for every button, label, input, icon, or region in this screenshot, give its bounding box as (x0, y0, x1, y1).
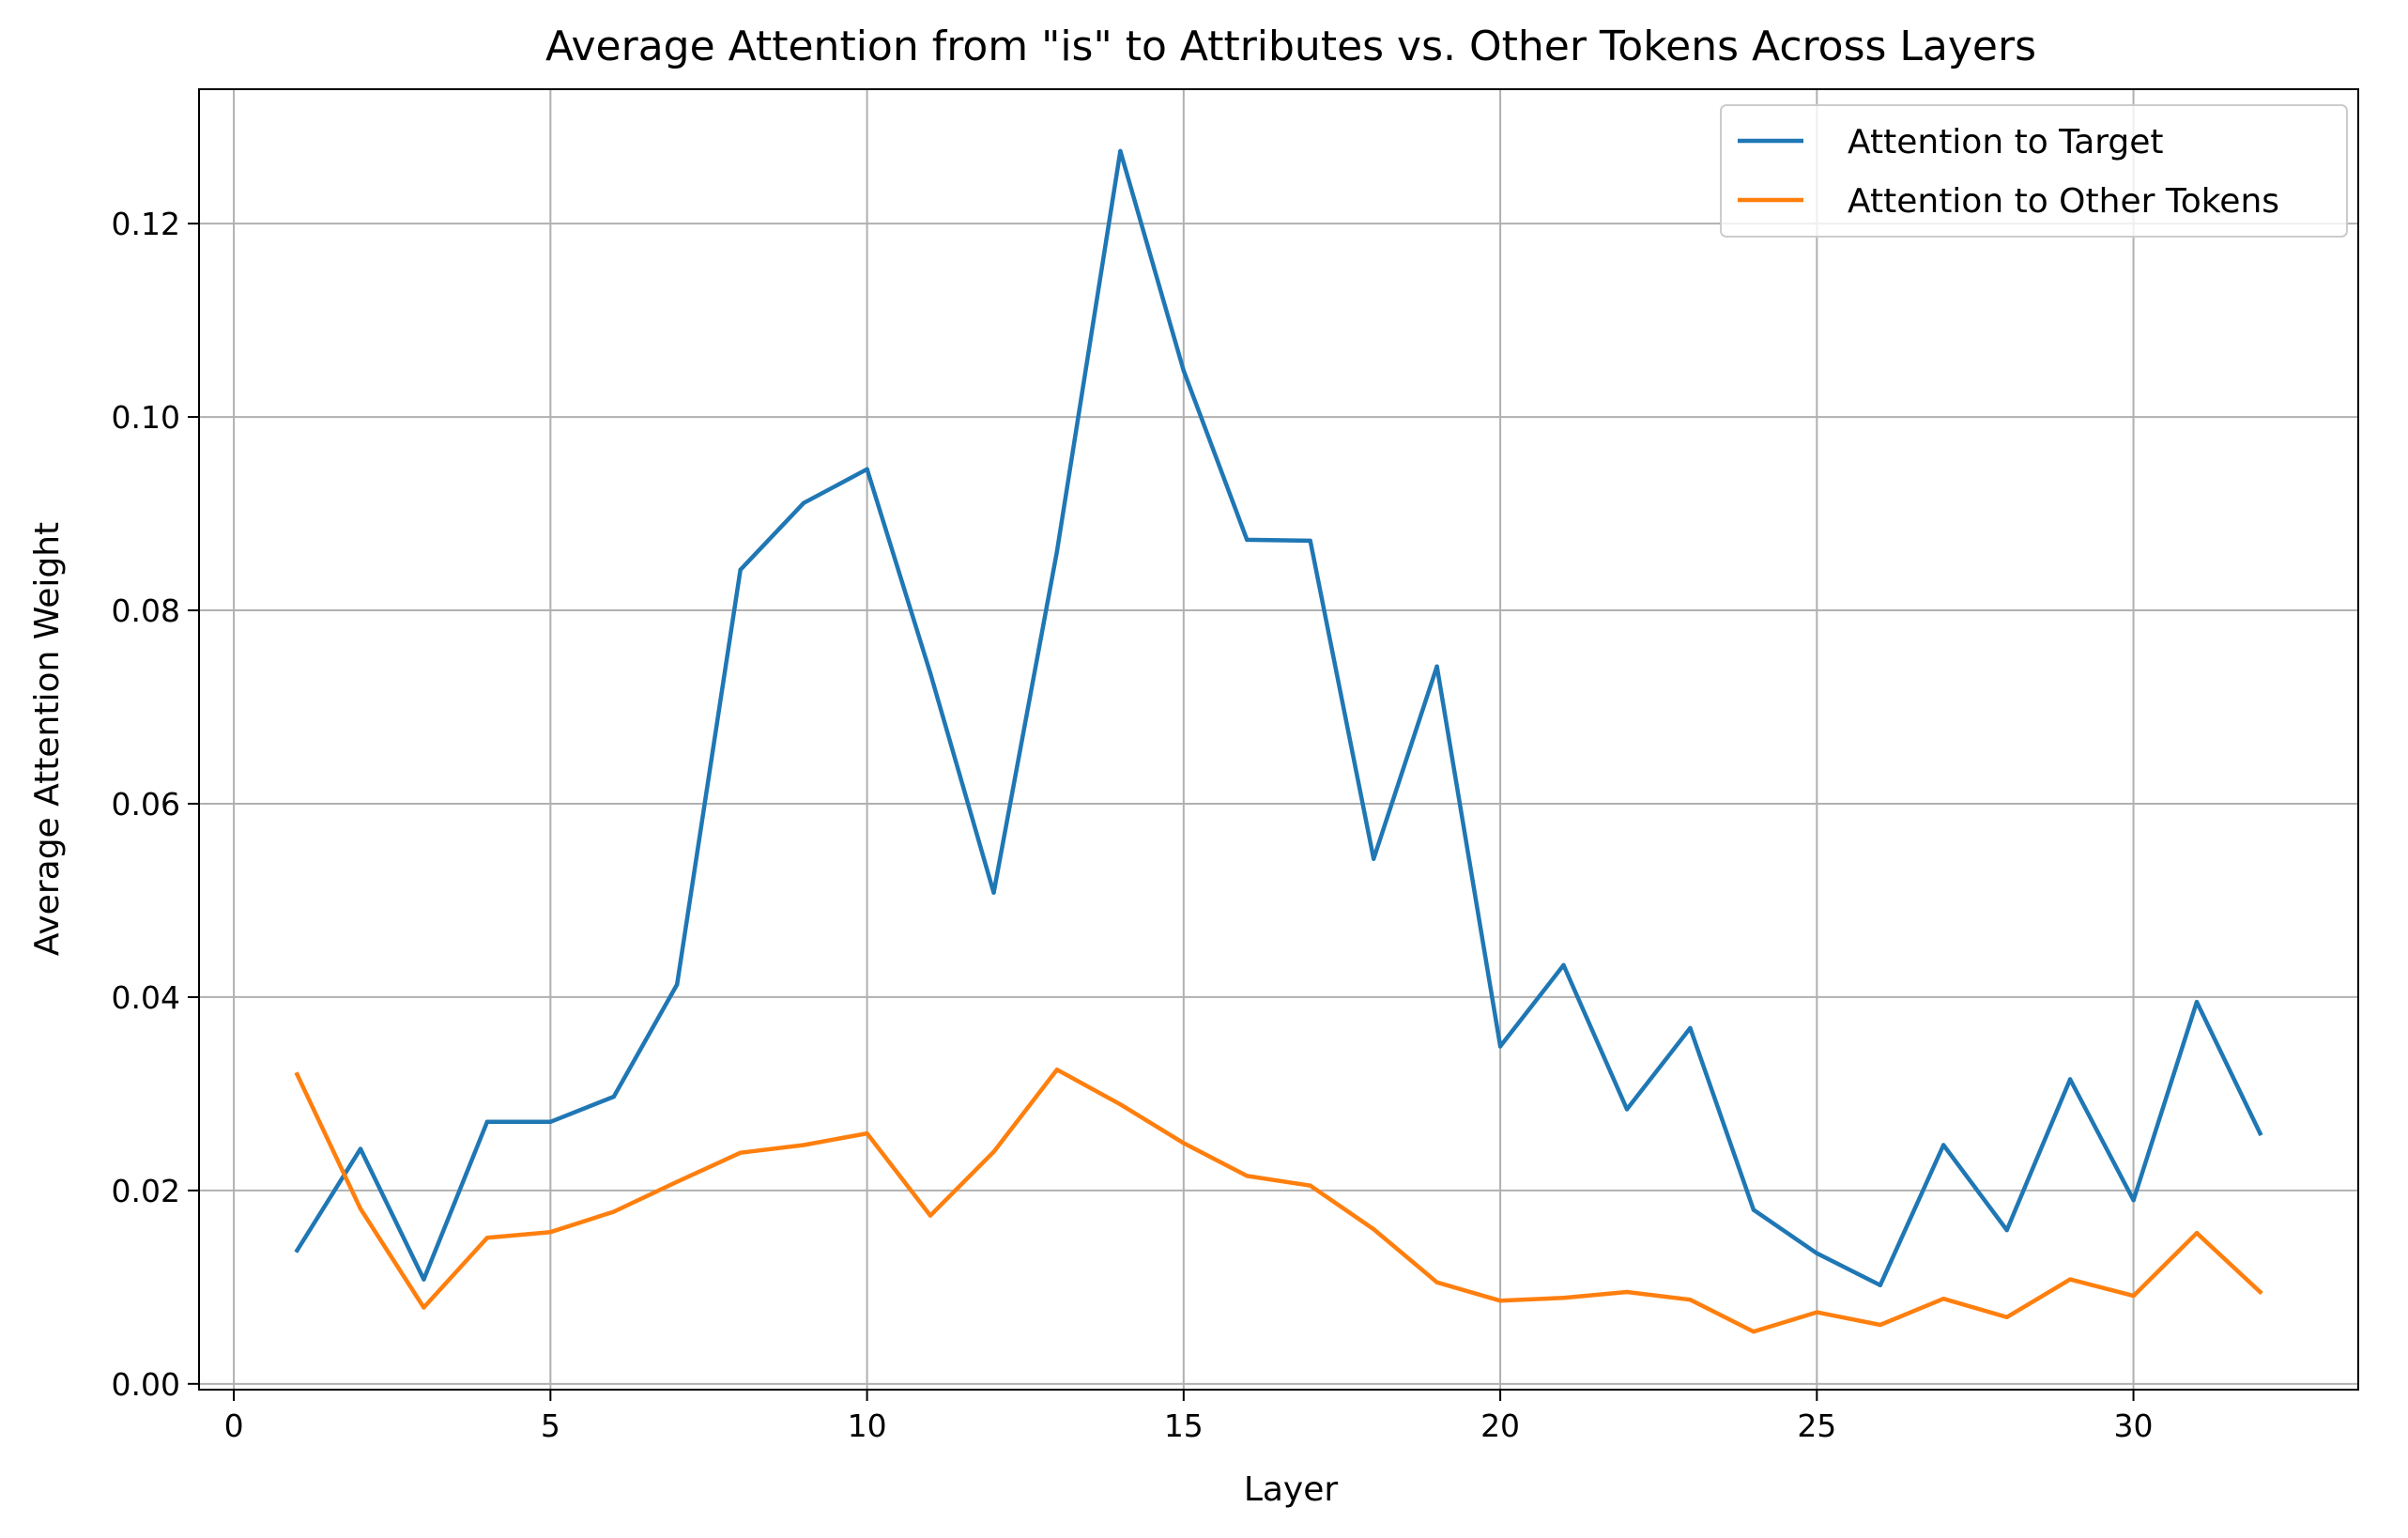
series-layer (294, 148, 2263, 1334)
data-point (611, 1094, 616, 1100)
data-point (548, 1230, 553, 1235)
data-point (1688, 1025, 1693, 1031)
data-point (865, 467, 869, 471)
x-tick-label: 10 (848, 1407, 887, 1444)
y-tick-label: 0.00 (112, 1366, 180, 1403)
data-point (611, 1209, 616, 1214)
data-point (1054, 549, 1060, 554)
data-point (928, 1213, 933, 1218)
data-point (801, 1143, 806, 1147)
data-point (1054, 1068, 1060, 1072)
data-point (1372, 1226, 1376, 1232)
data-point (2194, 1231, 2200, 1236)
data-point (801, 500, 806, 505)
data-point (422, 1277, 426, 1282)
data-point (1245, 1174, 1250, 1178)
grid (199, 89, 2358, 1390)
plot-frame (198, 88, 2359, 1391)
data-point (865, 1130, 869, 1136)
y-tick-label: 0.02 (112, 1173, 180, 1209)
data-point (738, 567, 743, 572)
data-point (1118, 148, 1123, 154)
x-axis-label: Layer (1244, 1470, 1339, 1509)
data-point (928, 670, 933, 676)
data-point (548, 1119, 553, 1125)
data-point (1941, 1297, 1946, 1301)
x-tick-label: 30 (2114, 1407, 2154, 1444)
legend-label: Attention to Target (1848, 123, 2164, 161)
data-point (484, 1236, 490, 1240)
y-tick-label: 0.10 (112, 399, 180, 436)
data-point (484, 1119, 490, 1125)
data-point (2004, 1315, 2009, 1320)
legend-box (1720, 104, 2348, 238)
data-point (1561, 962, 1566, 968)
data-point (1372, 856, 1376, 861)
data-point (422, 1305, 426, 1310)
data-point (1434, 664, 1439, 669)
x-tick-label: 5 (541, 1407, 560, 1444)
data-point (1815, 1251, 1819, 1256)
x-axis: 0 5 10 15 20 25 30 (224, 1390, 2154, 1444)
data-point (2131, 1198, 2136, 1203)
data-point (2067, 1077, 2073, 1082)
data-point (1561, 1296, 1566, 1300)
data-point (1751, 1207, 1756, 1212)
data-point (1245, 537, 1250, 543)
data-point (1308, 538, 1312, 544)
data-point (1181, 1141, 1187, 1146)
y-tick-label: 0.12 (112, 206, 180, 242)
x-tick-label: 20 (1480, 1407, 1520, 1444)
data-point (2194, 999, 2200, 1005)
data-point (675, 982, 680, 987)
data-point (1815, 1310, 1819, 1315)
x-tick-label: 0 (224, 1407, 244, 1444)
data-point (1308, 1183, 1312, 1188)
data-point (358, 1146, 363, 1151)
y-tick-label: 0.04 (112, 979, 180, 1016)
data-point (1624, 1107, 1630, 1112)
data-point (1181, 368, 1187, 373)
data-point (2258, 1130, 2262, 1136)
data-point (1118, 1102, 1123, 1107)
data-point (991, 890, 996, 895)
data-point (991, 1149, 996, 1154)
data-point (1497, 1299, 1503, 1303)
data-point (1624, 1289, 1630, 1295)
legend: Attention to Target Attention to Other To… (1720, 104, 2348, 238)
data-point (1688, 1298, 1693, 1302)
legend-label: Attention to Other Tokens (1848, 182, 2279, 221)
data-point (2258, 1289, 2262, 1295)
y-axis-label: Average Attention Weight (28, 522, 67, 956)
data-point (738, 1150, 743, 1155)
data-point (675, 1179, 680, 1184)
series-line-target (294, 148, 2263, 1288)
x-tick-label: 25 (1797, 1407, 1836, 1444)
data-point (1941, 1143, 1946, 1147)
x-tick-label: 15 (1164, 1407, 1204, 1444)
y-axis: 0.00 0.02 0.04 0.06 0.08 0.10 0.12 (112, 206, 199, 1403)
data-point (358, 1207, 363, 1211)
y-tick-label: 0.06 (112, 786, 180, 823)
y-tick-label: 0.08 (112, 592, 180, 629)
data-point (2131, 1293, 2136, 1299)
data-point (1497, 1044, 1503, 1049)
data-point (2004, 1227, 2009, 1233)
data-point (1878, 1283, 1883, 1288)
data-point (1434, 1280, 1439, 1284)
data-point (1751, 1330, 1756, 1334)
chart-title: Average Attention from "is" to Attribute… (545, 23, 2036, 70)
data-point (295, 1072, 299, 1077)
data-point (2067, 1277, 2073, 1282)
data-point (1878, 1322, 1883, 1328)
data-point (295, 1248, 299, 1253)
series-line-other-tokens (294, 1067, 2263, 1334)
